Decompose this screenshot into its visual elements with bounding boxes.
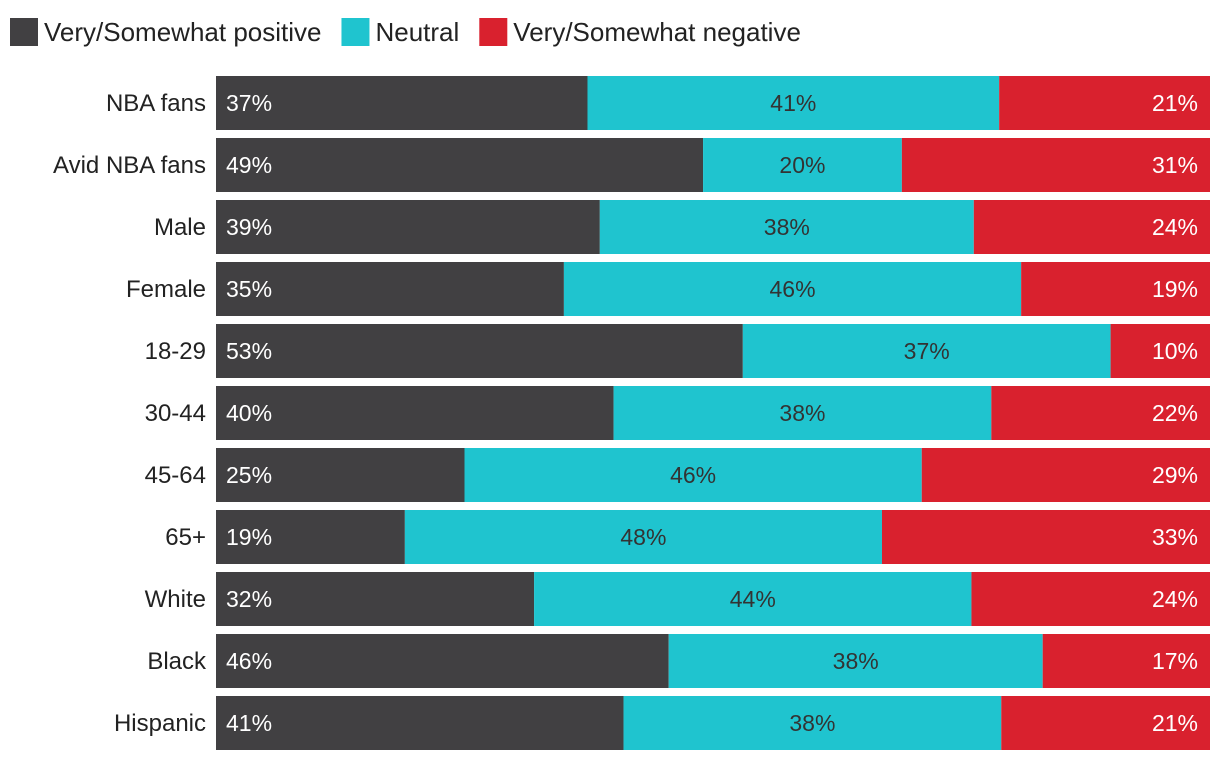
data-label-very-somewhat-negative: 29% [1152,462,1198,488]
legend-swatch-neutral [341,18,370,46]
bar-neutral-65 [404,510,882,564]
bar-very-somewhat-negative-male [973,200,1210,254]
bar-very-somewhat-negative-18-29 [1110,324,1210,378]
legend-swatch-very-somewhat-negative [479,18,508,46]
bar-very-somewhat-positive-male [216,200,600,254]
data-label-very-somewhat-negative: 33% [1152,524,1198,550]
bar-very-somewhat-negative-hispanic [1001,696,1210,750]
data-label-very-somewhat-negative: 22% [1152,400,1198,426]
bar-neutral-30-44 [613,386,992,440]
data-label-very-somewhat-positive: 40% [226,400,272,426]
bar-very-somewhat-negative-nba-fans [999,76,1210,130]
bar-neutral-nba-fans [587,76,1000,130]
bar-very-somewhat-positive-avid-nba-fans [216,138,704,192]
legend-label-very-somewhat-positive: Very/Somewhat positive [44,17,321,47]
category-label: 65+ [165,524,206,551]
bar-neutral-male [599,200,974,254]
legend: Very/Somewhat positive Neutral Very/Somewh… [10,17,801,47]
category-label: Black [147,648,207,675]
data-label-very-somewhat-negative: 10% [1152,338,1198,364]
data-label-very-somewhat-negative: 17% [1152,648,1198,674]
bar-very-somewhat-positive-30-44 [216,386,614,440]
bar-very-somewhat-positive-hispanic [216,696,624,750]
bar-neutral-avid-nba-fans [703,138,902,192]
data-label-very-somewhat-positive: 39% [226,214,272,240]
category-axis: NBA fans Avid NBA fans Male Female 18-29 30-4… [53,90,207,737]
bar-very-somewhat-positive-65 [216,510,405,564]
data-label-very-somewhat-positive: 49% [226,152,272,178]
data-label-very-somewhat-negative: 21% [1152,90,1198,116]
bar-very-somewhat-negative-avid-nba-fans [901,138,1210,192]
bar-very-somewhat-negative-30-44 [991,386,1210,440]
category-label: NBA fans [106,90,206,117]
data-label-neutral: 20% [779,152,825,178]
data-label-very-somewhat-positive: 35% [226,276,272,302]
bar-very-somewhat-negative-black [1042,634,1210,688]
bar-neutral-black [668,634,1043,688]
data-label-neutral: 38% [789,710,835,736]
data-label-very-somewhat-positive: 25% [226,462,272,488]
bar-neutral-18-29 [742,324,1111,378]
category-label: 30-44 [145,400,206,427]
bar-neutral-hispanic [623,696,1002,750]
value-labels: 37% 41% 21% 49% 20% 31% 39% 38% 24% 35% 46% 19% 53% 3… [226,90,1198,736]
bar-very-somewhat-positive-white [216,572,535,626]
category-label: Female [126,276,206,303]
bar-very-somewhat-negative-white [971,572,1210,626]
bar-very-somewhat-negative-65 [881,510,1210,564]
data-label-neutral: 48% [620,524,666,550]
data-label-neutral: 46% [670,462,716,488]
bar-neutral-45-64 [464,448,922,502]
category-label: 45-64 [145,462,206,489]
data-label-neutral: 44% [730,586,776,612]
legend-swatch-very-somewhat-positive [10,18,38,46]
bar-very-somewhat-negative-female [1021,262,1210,316]
category-label: White [145,586,206,613]
data-label-very-somewhat-positive: 46% [226,648,272,674]
category-label: 18-29 [145,338,206,365]
bar-very-somewhat-positive-45-64 [216,448,465,502]
bar-very-somewhat-negative-45-64 [921,448,1210,502]
legend-label-very-somewhat-negative: Very/Somewhat negative [513,17,801,47]
data-label-very-somewhat-negative: 19% [1152,276,1198,302]
legend-label-neutral: Neutral [375,17,459,47]
bar-very-somewhat-positive-18-29 [216,324,743,378]
data-label-very-somewhat-positive: 41% [226,710,272,736]
data-label-neutral: 38% [779,400,825,426]
bar-very-somewhat-positive-female [216,262,564,316]
data-label-neutral: 38% [764,214,810,240]
data-label-very-somewhat-negative: 31% [1152,152,1198,178]
bar-very-somewhat-positive-black [216,634,669,688]
data-label-very-somewhat-negative: 24% [1152,586,1198,612]
data-label-very-somewhat-positive: 32% [226,586,272,612]
data-label-very-somewhat-negative: 24% [1152,214,1198,240]
data-label-neutral: 46% [769,276,815,302]
bars [216,76,1210,750]
data-label-very-somewhat-positive: 37% [226,90,272,116]
bar-neutral-white [534,572,972,626]
data-label-neutral: 38% [833,648,879,674]
bar-neutral-female [563,262,1022,316]
data-label-very-somewhat-positive: 53% [226,338,272,364]
data-label-neutral: 37% [904,338,950,364]
data-label-very-somewhat-positive: 19% [226,524,272,550]
category-label: Male [154,214,206,241]
bar-very-somewhat-positive-nba-fans [216,76,588,130]
data-label-very-somewhat-negative: 21% [1152,710,1198,736]
category-label: Hispanic [114,710,206,737]
category-label: Avid NBA fans [53,152,206,179]
data-label-neutral: 41% [770,90,816,116]
